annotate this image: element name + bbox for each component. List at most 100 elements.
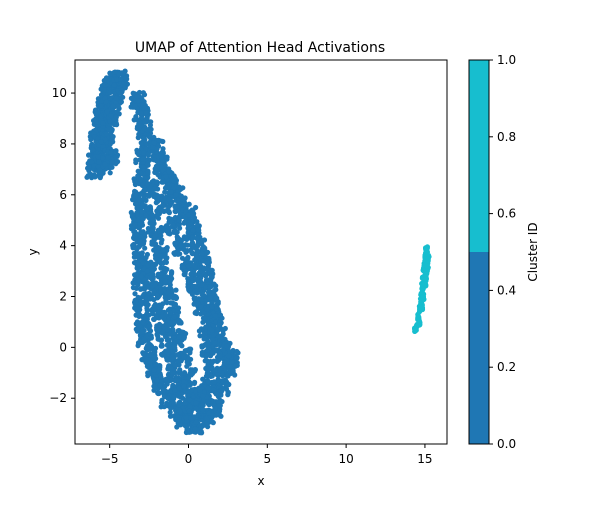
- scatter-point: [138, 229, 144, 235]
- scatter-point: [109, 159, 115, 166]
- colorbar-tick-label: 0.8: [497, 130, 516, 144]
- scatter-point: [167, 310, 173, 316]
- scatter-point: [143, 109, 149, 116]
- scatter-point: [137, 323, 143, 329]
- scatter-point: [138, 176, 144, 183]
- scatter-point: [192, 257, 198, 263]
- scatter-point: [175, 328, 181, 334]
- scatter-point: [219, 385, 225, 391]
- scatter-point: [185, 212, 192, 218]
- scatter-point: [416, 319, 422, 325]
- series-cluster-1: [412, 244, 432, 334]
- scatter-point: [168, 274, 174, 280]
- scatter-point: [192, 367, 198, 373]
- scatter-point: [184, 363, 190, 369]
- scatter-point: [153, 255, 159, 261]
- scatter-point: [228, 363, 234, 369]
- scatter-point: [138, 140, 144, 146]
- scatter-point: [132, 103, 138, 109]
- scatter-point: [131, 216, 137, 222]
- scatter-point: [100, 120, 106, 126]
- scatter-point: [164, 208, 170, 214]
- scatter-point: [177, 368, 183, 374]
- x-tick-label: 5: [263, 452, 271, 466]
- scatter-point: [144, 192, 150, 198]
- scatter-point: [137, 197, 143, 203]
- scatter-point: [178, 243, 184, 249]
- scatter-point: [148, 187, 154, 193]
- scatter-point: [160, 179, 166, 185]
- scatter-point: [200, 402, 206, 408]
- scatter-point: [145, 133, 152, 139]
- scatter-point: [205, 385, 211, 391]
- scatter-point: [204, 306, 211, 312]
- scatter-point: [193, 276, 199, 282]
- scatter-point: [207, 295, 213, 301]
- scatter-point: [168, 300, 174, 306]
- scatter-point: [208, 273, 215, 279]
- scatter-point: [192, 283, 198, 289]
- x-tick-label: −5: [101, 452, 119, 466]
- scatter-point: [153, 361, 159, 367]
- scatter-point: [189, 241, 195, 247]
- scatter-point: [185, 279, 191, 285]
- scatter-point: [105, 155, 111, 161]
- scatter-point: [98, 139, 104, 145]
- scatter-point: [172, 240, 178, 246]
- scatter-point: [172, 362, 178, 368]
- colorbar-frame: [468, 59, 490, 445]
- scatter-point: [93, 127, 99, 133]
- scatter-point: [199, 250, 205, 256]
- scatter-point: [143, 187, 149, 193]
- y-tick-label: 8: [59, 137, 67, 151]
- scatter-point: [194, 235, 200, 241]
- scatter-point: [232, 363, 239, 369]
- scatter-point: [165, 289, 172, 295]
- scatter-point: [150, 144, 156, 150]
- scatter-point: [424, 263, 430, 269]
- scatter-point: [201, 336, 207, 342]
- scatter-point: [90, 147, 96, 153]
- scatter-point: [173, 377, 179, 383]
- scatter-point: [148, 127, 154, 133]
- scatter-point: [113, 161, 119, 167]
- scatter-point: [154, 179, 160, 185]
- scatter-point: [178, 392, 184, 398]
- plot-frame: [74, 59, 448, 445]
- scatter-point: [162, 278, 169, 285]
- scatter-point: [148, 335, 154, 341]
- scatter-point: [164, 327, 170, 333]
- scatter-point: [86, 152, 92, 158]
- scatter-point: [156, 390, 162, 396]
- scatter-point: [217, 312, 224, 318]
- scatter-point: [206, 410, 212, 416]
- scatter-point: [113, 95, 119, 101]
- scatter-point: [225, 353, 231, 359]
- scatter-point: [187, 404, 193, 410]
- scatter-point: [136, 122, 142, 128]
- scatter-point: [205, 398, 211, 404]
- scatter-point: [158, 374, 164, 380]
- colorbar: 0.0 0.2 0.4 0.6 0.8 1.0: [468, 53, 516, 451]
- scatter-point: [110, 103, 116, 109]
- scatter-point: [93, 111, 99, 117]
- scatter-point: [108, 71, 114, 77]
- scatter-point: [135, 98, 141, 104]
- scatter-point: [209, 327, 215, 333]
- scatter-point: [425, 255, 431, 261]
- scatter-point: [172, 250, 178, 256]
- scatter-point: [120, 94, 126, 100]
- scatter-point: [204, 260, 210, 266]
- scatter-point: [205, 379, 211, 385]
- scatter-point: [184, 427, 190, 434]
- scatter-point: [216, 357, 222, 363]
- scatter-point: [169, 356, 175, 362]
- scatter-point: [150, 268, 156, 274]
- scatter-point: [157, 337, 164, 343]
- scatter-point: [144, 363, 150, 369]
- scatter-point: [134, 265, 141, 271]
- colorbar-tick-label: 0.2: [497, 360, 516, 374]
- scatter-point: [110, 134, 116, 140]
- scatter-point: [115, 103, 121, 109]
- scatter-point: [140, 351, 147, 357]
